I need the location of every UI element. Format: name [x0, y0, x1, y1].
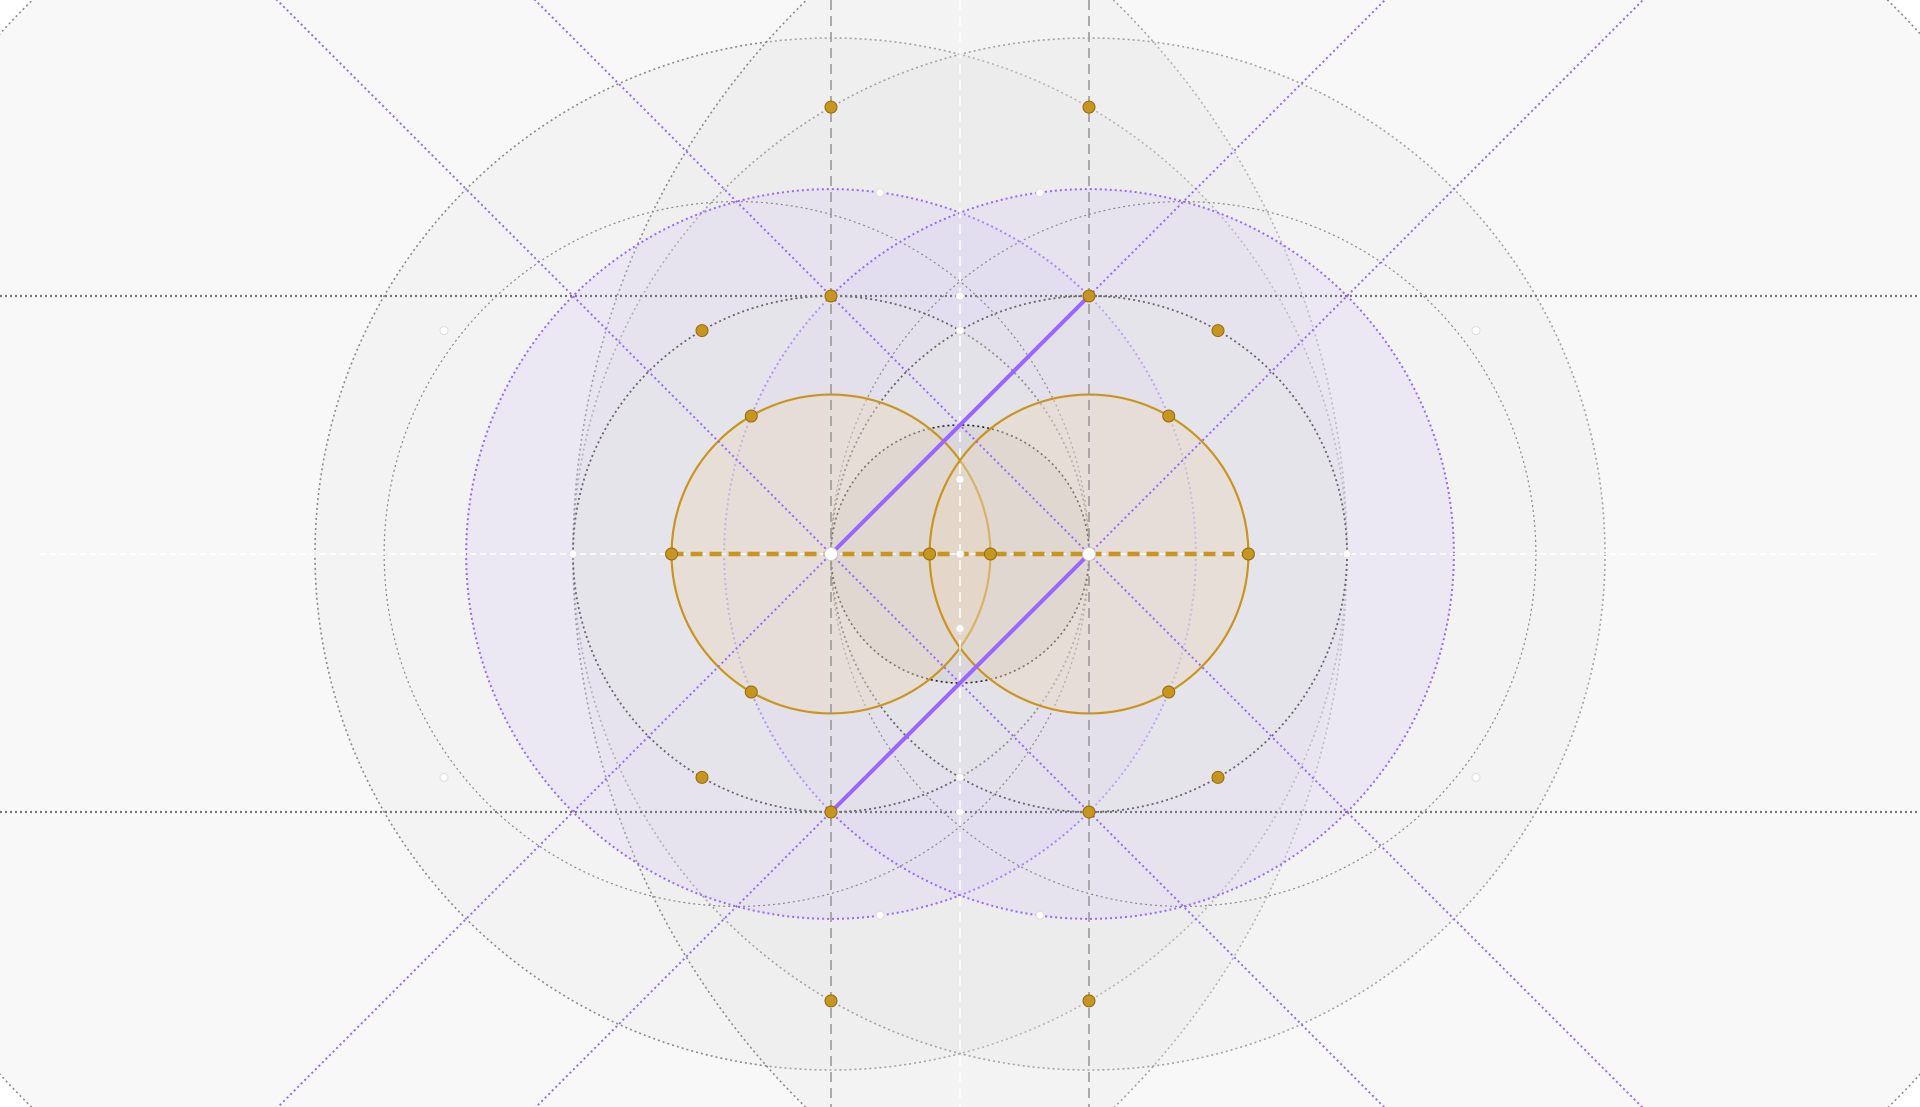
white-point-6: [955, 624, 965, 634]
white-point-3: [568, 549, 578, 559]
purple-segment-0: [829, 294, 1091, 556]
gold-point-6: [744, 409, 758, 423]
gold-point-2: [824, 289, 838, 303]
gold-point-15: [1211, 770, 1225, 784]
white-point-5: [955, 474, 965, 484]
white-point-2: [955, 549, 965, 559]
gold-point-11: [1241, 547, 1255, 561]
white-point-13: [439, 772, 449, 782]
gold-point-14: [695, 770, 709, 784]
gold-point-1: [1082, 100, 1096, 114]
white-point-18: [1035, 910, 1045, 920]
gold-point-17: [1082, 805, 1096, 819]
white-point-4: [1342, 549, 1352, 559]
white-point-12: [1471, 326, 1481, 336]
gold-point-13: [1162, 685, 1176, 699]
gold-point-12: [744, 685, 758, 699]
white-point-8: [955, 772, 965, 782]
white-point-16: [1035, 188, 1045, 198]
point-b: [1082, 547, 1096, 561]
white-point-15: [875, 188, 885, 198]
white-point-9: [955, 291, 965, 301]
gold-point-8: [665, 547, 679, 561]
gold-point-9: [923, 547, 937, 561]
white-point-17: [875, 910, 885, 920]
point-a: [824, 547, 838, 561]
gold-point-18: [824, 994, 838, 1008]
gold-point-19: [1082, 994, 1096, 1008]
purple-diagonal-1: [275, 0, 1386, 1107]
gold-point-3: [1082, 289, 1096, 303]
white-point-10: [955, 807, 965, 817]
white-point-11: [439, 326, 449, 336]
purple-diagonal-0: [276, 0, 1387, 1107]
purple-segment-1: [829, 552, 1091, 814]
gold-point-4: [695, 324, 709, 338]
gold-point-5: [1211, 324, 1225, 338]
gold-point-16: [824, 805, 838, 819]
gold-point-7: [1162, 409, 1176, 423]
white-point-7: [955, 326, 965, 336]
white-point-14: [1471, 772, 1481, 782]
gold-point-10: [983, 547, 997, 561]
gold-point-0: [824, 100, 838, 114]
